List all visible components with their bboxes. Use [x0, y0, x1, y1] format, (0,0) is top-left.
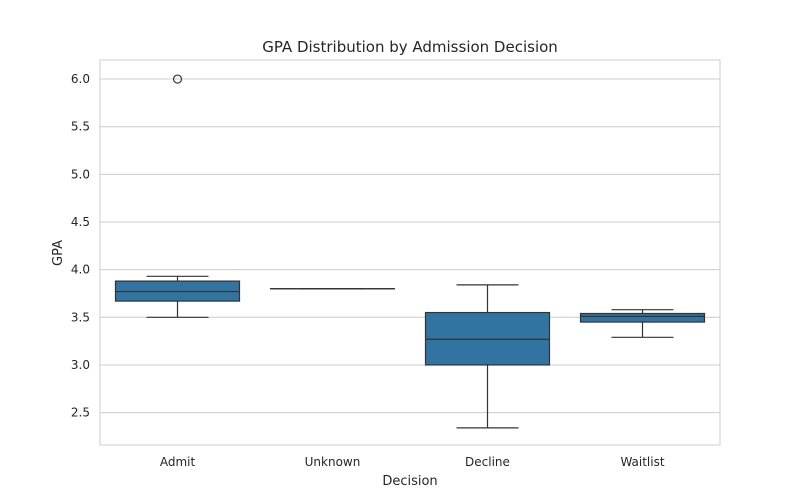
- y-tick-label: 3.5: [71, 310, 90, 324]
- x-tick-label: Admit: [160, 455, 196, 469]
- y-tick-label: 6.0: [71, 72, 90, 86]
- grid-lines: [100, 78, 720, 414]
- chart-title: GPA Distribution by Admission Decision: [262, 38, 558, 56]
- plot-area-frame: [99, 59, 721, 446]
- outlier-point: [172, 74, 183, 84]
- y-tick-labels: 2.5 3.0 3.5 4.0 4.5 5.0 5.5 6.0: [71, 72, 90, 420]
- y-tick-label: 5.5: [71, 120, 90, 134]
- y-tick-label: 4.0: [71, 263, 90, 277]
- x-tick-label: Unknown: [305, 455, 361, 469]
- box-group-waitlist: [579, 309, 706, 338]
- box-group-decline: [424, 284, 551, 429]
- y-axis-label: GPA: [51, 240, 66, 266]
- x-tick-label: Waitlist: [620, 455, 664, 469]
- iqr-box: [579, 312, 706, 323]
- x-axis-label: Decision: [382, 474, 437, 489]
- y-tick-label: 4.5: [71, 215, 90, 229]
- x-tick-label: Decline: [465, 455, 510, 469]
- x-tick-labels: Admit Unknown Decline Waitlist: [160, 455, 665, 469]
- y-tick-label: 2.5: [71, 406, 90, 420]
- y-tick-label: 3.0: [71, 358, 90, 372]
- box-group-admit: [114, 74, 241, 318]
- boxes: [114, 74, 706, 429]
- y-tick-label: 5.0: [71, 167, 90, 181]
